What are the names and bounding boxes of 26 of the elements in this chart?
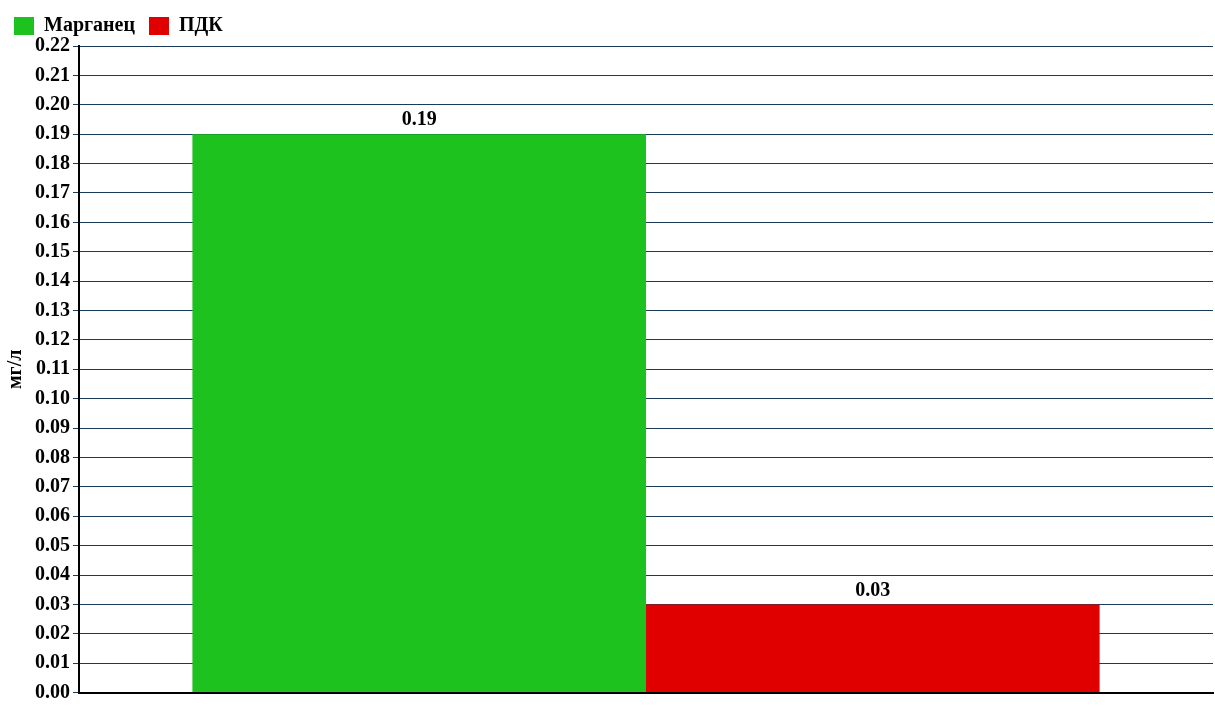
data-label: 0.19 [401,107,437,130]
y-tick-label: 0.09 [35,415,70,438]
y-tick-label: 0.11 [36,356,70,379]
y-tick-label: 0.14 [35,268,70,291]
y-tick-label: 0.18 [35,150,70,173]
data-label: 0.03 [855,577,891,600]
y-tick-label: 0.16 [35,209,70,232]
y-tick-label: 0.01 [35,650,70,673]
y-tick-label: 0.04 [35,562,70,585]
y-tick-label: 0.00 [35,679,70,702]
y-tick-label: 0.05 [35,532,70,555]
y-tick-label: 0.12 [35,327,70,350]
legend-label: ПДК [179,13,224,37]
y-tick-label: 0.15 [35,238,70,261]
y-tick-label: 0.08 [35,444,70,467]
y-tick-label: 0.10 [35,385,70,408]
y-tick-label: 0.20 [35,91,70,114]
y-axis-title: мг/л [3,349,26,390]
y-tick-label: 0.02 [35,620,70,643]
y-tick-label: 0.19 [35,121,70,144]
y-tick-label: 0.21 [35,62,70,85]
y-tick-label: 0.13 [35,297,70,320]
y-tick-label: 0.07 [35,474,70,497]
y-tick-label: 0.03 [35,591,70,614]
y-tick-label: 0.06 [35,503,70,526]
y-tick-label: 0.17 [35,180,70,203]
